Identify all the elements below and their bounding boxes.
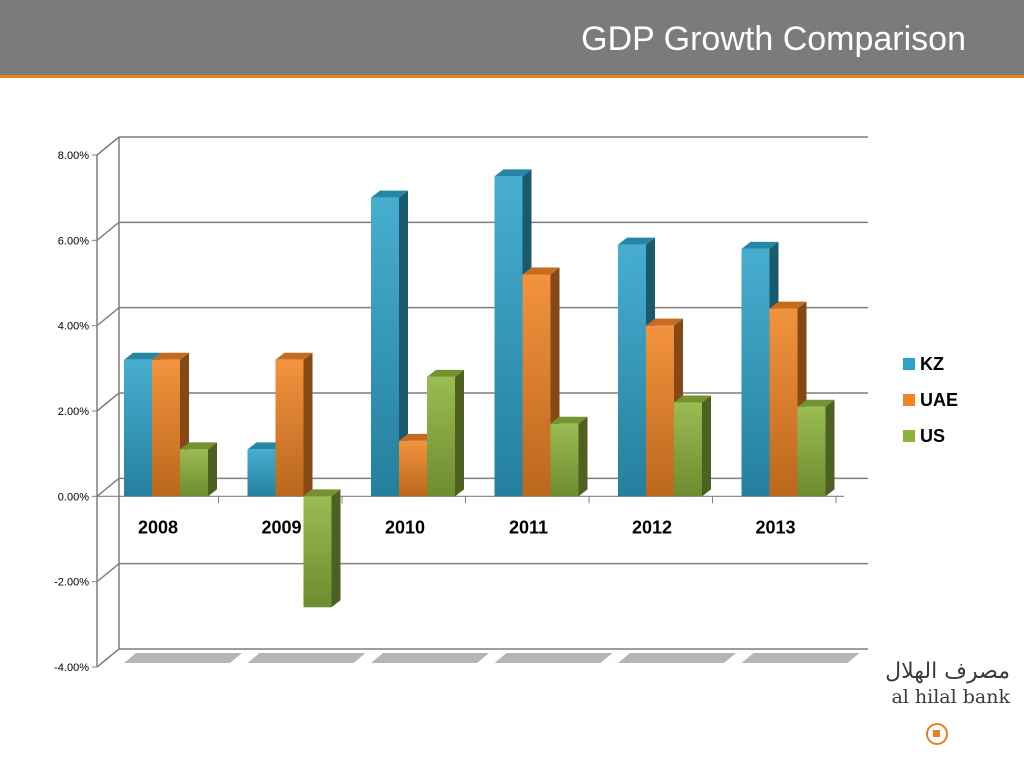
bar-uae-2012 xyxy=(646,325,674,497)
bar-us-2013 xyxy=(797,406,826,497)
logo-arabic-text: مصرف الهلال xyxy=(885,659,1010,684)
bar-top xyxy=(741,241,779,249)
bar-uae-2008 xyxy=(152,359,180,497)
bar-side xyxy=(825,399,835,497)
bar-top xyxy=(371,190,408,198)
bar-kz-2010 xyxy=(371,197,399,497)
y-tick-label: 6.00% xyxy=(58,235,89,247)
y-tick-label: 2.00% xyxy=(58,406,89,418)
page-title: GDP Growth Comparison xyxy=(581,20,966,58)
gridline-depth xyxy=(96,563,120,583)
bar-us-2011 xyxy=(550,423,579,497)
bar-us-2010 xyxy=(427,376,455,497)
bar-side xyxy=(578,416,588,497)
gridline-depth xyxy=(96,648,120,668)
floor-shadow xyxy=(494,653,613,663)
legend-label-uae: UAE xyxy=(920,390,958,410)
bar-top xyxy=(427,369,464,377)
floor-shadow xyxy=(124,653,242,663)
bar-side xyxy=(399,190,408,497)
legend-swatch-us xyxy=(903,430,915,442)
logo-mark-icon xyxy=(926,723,948,745)
bar-top xyxy=(797,399,835,407)
x-tick-label: 2010 xyxy=(385,517,425,537)
gridline-depth xyxy=(96,477,120,497)
bar-top xyxy=(618,237,655,245)
x-tick-label: 2013 xyxy=(755,517,795,537)
bar-uae-2010 xyxy=(399,440,427,497)
bar-top xyxy=(180,442,217,450)
gridline-depth xyxy=(96,307,120,327)
bar-side xyxy=(455,369,464,497)
x-tick-label: 2012 xyxy=(632,517,672,537)
gridline-depth xyxy=(96,392,120,412)
bar-top xyxy=(303,489,341,497)
bar-top xyxy=(550,416,588,424)
logo-english-text: al hilal bank xyxy=(891,686,1010,708)
bar-us-2008 xyxy=(180,449,208,497)
bar-us-2009 xyxy=(303,496,332,608)
bar-top xyxy=(124,352,161,360)
bar-kz-2011 xyxy=(494,176,523,497)
x-tick-label: 2009 xyxy=(261,517,301,537)
y-tick-label: 0.00% xyxy=(58,491,89,503)
floor-shadow xyxy=(741,653,860,663)
bar-top xyxy=(247,442,285,450)
gridline-depth xyxy=(96,221,120,241)
bar-side xyxy=(702,395,711,497)
bar-side xyxy=(208,442,217,497)
floor-shadow xyxy=(618,653,736,663)
bar-side xyxy=(303,352,313,497)
bar-top xyxy=(275,352,313,360)
bar-top xyxy=(522,267,560,275)
x-tick-label: 2011 xyxy=(509,517,548,537)
bar-uae-2013 xyxy=(769,308,798,497)
bar-top xyxy=(769,301,807,309)
y-tick-label: -4.00% xyxy=(54,662,89,674)
y-tick-label: 4.00% xyxy=(58,321,89,333)
floor-shadow xyxy=(371,653,489,663)
legend-swatch-uae xyxy=(903,394,915,406)
y-tick-label: 8.00% xyxy=(58,150,89,162)
bar-top xyxy=(674,395,711,403)
bar-top xyxy=(646,318,683,326)
y-tick-label: -2.00% xyxy=(54,577,89,589)
title-bar: GDP Growth Comparison xyxy=(0,0,1024,78)
bar-uae-2011 xyxy=(522,274,551,497)
bank-logo: مصرف الهلال al hilal bank xyxy=(870,659,1010,709)
legend-label-kz: KZ xyxy=(920,354,944,374)
bar-kz-2008 xyxy=(124,359,152,497)
bar-side xyxy=(331,489,341,608)
gridline-depth xyxy=(96,136,120,156)
legend-label-us: US xyxy=(920,426,945,446)
bar-top xyxy=(152,352,189,360)
legend-swatch-kz xyxy=(903,358,915,370)
x-tick-label: 2008 xyxy=(138,517,178,537)
bar-top xyxy=(399,433,436,441)
bar-kz-2012 xyxy=(618,244,646,497)
floor-shadow xyxy=(247,653,366,663)
bar-us-2012 xyxy=(674,402,702,497)
bar-kz-2009 xyxy=(247,449,276,497)
bar-kz-2013 xyxy=(741,248,770,497)
bar-uae-2009 xyxy=(275,359,304,497)
bar-top xyxy=(494,169,532,177)
